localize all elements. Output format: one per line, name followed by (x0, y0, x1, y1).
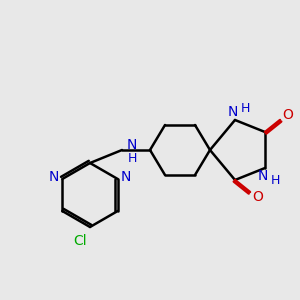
Text: N: N (228, 105, 238, 119)
Text: N: N (127, 138, 137, 152)
Text: H: H (127, 152, 137, 164)
Text: N: N (121, 170, 131, 184)
Text: O: O (253, 190, 263, 204)
Text: O: O (283, 108, 293, 122)
Text: Cl: Cl (73, 234, 87, 248)
Text: H: H (270, 173, 280, 187)
Text: H: H (240, 101, 250, 115)
Text: N: N (49, 170, 59, 184)
Text: N: N (258, 169, 268, 183)
